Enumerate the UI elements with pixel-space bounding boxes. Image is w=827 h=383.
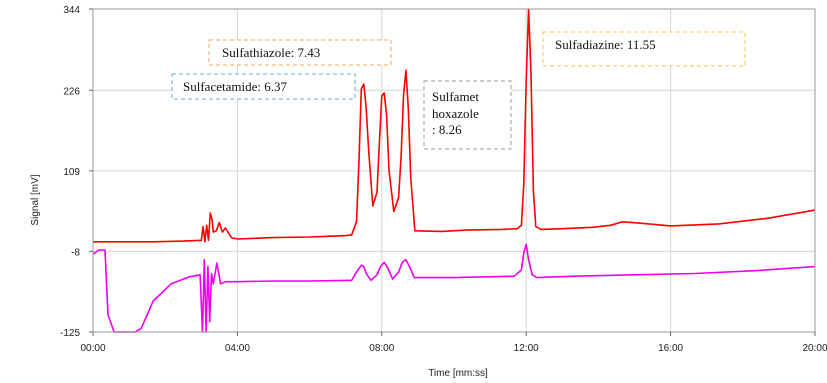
y-tick-label: -8 bbox=[71, 247, 80, 258]
annotation-sulfamethoxazole-line3: : 8.26 bbox=[432, 122, 462, 137]
annotation-sulfamethoxazole-line2: hoxazole bbox=[432, 106, 479, 121]
annotation-sulfacetamide: Sulfacetamide: 6.37 bbox=[171, 73, 356, 100]
series-line-2 bbox=[92, 243, 816, 333]
annotation-sulfathiazole: Sulfathiazole: 7.43 bbox=[208, 39, 392, 66]
x-axis-title: Time [mm:ss] bbox=[428, 368, 488, 379]
annotation-sulfadiazine-label: Sulfadiazine: 11.55 bbox=[555, 37, 656, 52]
y-tick-label: 344 bbox=[63, 5, 80, 16]
annotation-sulfamethoxazole: Sulfamet hoxazole : 8.26 bbox=[423, 80, 512, 150]
series-line-1 bbox=[93, 8, 816, 243]
y-tick-label: 226 bbox=[63, 86, 80, 97]
y-axis-title: Signal [mV] bbox=[30, 174, 41, 225]
x-tick-label: 00:00 bbox=[80, 343, 105, 354]
annotation-sulfamethoxazole-line1: Sulfamet bbox=[432, 89, 479, 104]
y-tick-label: -125 bbox=[60, 328, 80, 339]
x-tick-label: 20:00 bbox=[802, 343, 827, 354]
annotation-sulfadiazine: Sulfadiazine: 11.55 bbox=[542, 31, 746, 67]
x-tick-label: 08:00 bbox=[369, 343, 394, 354]
annotation-sulfacetamide-label: Sulfacetamide: 6.37 bbox=[183, 79, 287, 94]
x-axis: 00:00 04:00 08:00 12:00 16:00 20:00 bbox=[80, 332, 827, 354]
series-layer bbox=[92, 8, 816, 333]
x-tick-label: 16:00 bbox=[658, 343, 683, 354]
y-axis: 344 226 109 -8 -125 bbox=[60, 5, 93, 339]
annotation-sulfathiazole-label: Sulfathiazole: 7.43 bbox=[222, 45, 320, 60]
x-tick-label: 04:00 bbox=[225, 343, 250, 354]
x-tick-label: 12:00 bbox=[514, 343, 539, 354]
y-tick-label: 109 bbox=[63, 167, 80, 178]
